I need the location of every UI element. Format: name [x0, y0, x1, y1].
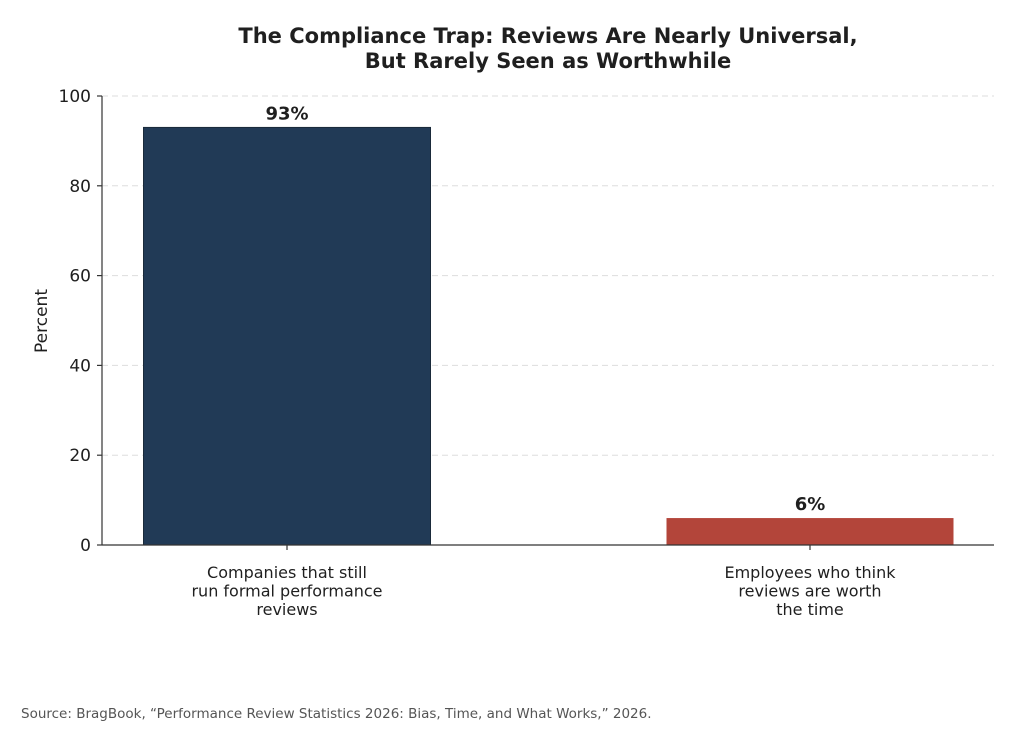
bars [143, 126, 954, 546]
y-tick-label: 20 [69, 446, 91, 466]
y-tick-label: 40 [69, 356, 91, 376]
axes [101, 96, 994, 546]
x-tick-label: Companies that still [207, 563, 367, 582]
chart-title-line: But Rarely Seen as Worthwhile [365, 49, 731, 73]
bar [143, 126, 431, 546]
data-label: 6% [795, 494, 826, 515]
chart-title: The Compliance Trap: Reviews Are Nearly … [238, 24, 857, 73]
y-tick-label: 80 [69, 177, 91, 197]
y-axis-label: Percent [32, 289, 52, 353]
gridlines [102, 95, 994, 456]
x-tick-label: the time [776, 600, 844, 619]
data-label: 93% [265, 103, 308, 124]
bar [666, 518, 954, 545]
data-labels: 93% 6% [265, 103, 825, 515]
y-tick-label: 60 [69, 267, 91, 287]
y-tick-label: 0 [80, 536, 91, 556]
x-tick-label: reviews [256, 600, 317, 619]
chart-title-line: The Compliance Trap: Reviews Are Nearly … [238, 24, 857, 48]
y-tick-label: 100 [59, 87, 91, 107]
source-note: Source: BragBook, “Performance Review St… [21, 706, 652, 722]
x-tick-label: reviews are worth [738, 582, 881, 601]
x-tick-label: run formal performance [191, 582, 382, 601]
x-tick-label: Employees who think [724, 563, 896, 582]
y-axis-ticks: 0 20 40 60 80 100 [59, 87, 102, 556]
